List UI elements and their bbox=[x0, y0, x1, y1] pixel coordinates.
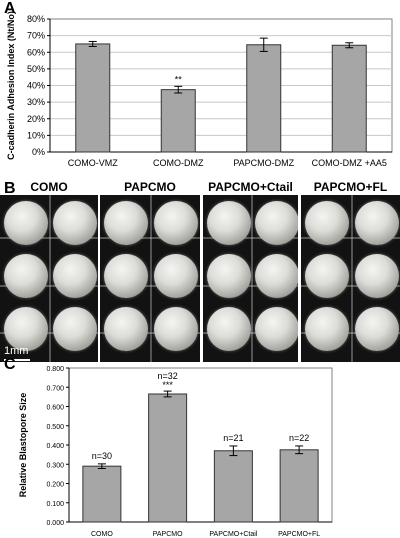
bar bbox=[148, 393, 188, 523]
blastopore-chart: 0.000 0.100 0.200 0.300 0.400 0.500 0.600 0.700… bbox=[18, 366, 333, 538]
embryo bbox=[354, 201, 399, 245]
x-tick-label: PAPCMO-DMZ bbox=[233, 158, 294, 168]
embryo-photo bbox=[301, 195, 400, 362]
mesh-line bbox=[150, 195, 152, 362]
embryo bbox=[305, 254, 349, 298]
y-tick-label: 80% bbox=[27, 14, 45, 24]
embryo bbox=[53, 254, 97, 298]
mesh-line bbox=[0, 332, 98, 334]
embryo bbox=[254, 254, 298, 298]
embryo bbox=[354, 254, 399, 298]
photo-title: PAPCMO bbox=[124, 180, 176, 194]
adhesion-chart: 0% 10% 20% 30% 40% 50% 60% 70% 80% C-cadherin Adh… bbox=[6, 11, 393, 168]
bar bbox=[279, 449, 319, 523]
embryo bbox=[254, 201, 298, 245]
y-tick-label: 0.100 bbox=[46, 501, 64, 508]
y-tick-label: 0.800 bbox=[46, 366, 64, 373]
x-tick-label: PAPCMO bbox=[153, 531, 183, 538]
y-tick-label: 60% bbox=[27, 47, 45, 57]
sample-size-label: n=32 bbox=[157, 371, 177, 381]
y-tick-label: 0.500 bbox=[46, 424, 64, 431]
panel-label-a: A bbox=[4, 0, 16, 17]
bar bbox=[82, 465, 122, 523]
embryo bbox=[4, 201, 48, 245]
bar bbox=[246, 44, 282, 153]
mesh-line bbox=[49, 195, 51, 362]
mesh-line bbox=[301, 285, 400, 287]
y-tick-label: 0.700 bbox=[46, 385, 64, 392]
significance-marker: *** bbox=[162, 380, 173, 390]
y-tick-label: 0.400 bbox=[46, 443, 64, 450]
mesh-line bbox=[350, 195, 353, 362]
scale-bar bbox=[4, 359, 30, 361]
bar bbox=[75, 43, 111, 153]
bar bbox=[331, 44, 367, 153]
y-tick-label: 10% bbox=[27, 130, 45, 140]
embryo bbox=[254, 307, 298, 351]
photo-title: PAPCMO+Ctail bbox=[208, 180, 293, 194]
embryo bbox=[207, 201, 251, 245]
bar bbox=[160, 89, 196, 153]
x-tick-label: COMO bbox=[91, 531, 113, 538]
embryo bbox=[104, 307, 148, 351]
x-tick-label: COMO-DMZ +AA5 bbox=[312, 158, 387, 168]
mesh-line bbox=[100, 237, 200, 239]
embryo bbox=[104, 254, 148, 298]
significance-marker: ** bbox=[175, 74, 183, 84]
mesh-line bbox=[100, 332, 200, 334]
mesh-line bbox=[301, 237, 400, 239]
mesh-line bbox=[301, 332, 400, 334]
embryo-photo-panel: COMO 1mm PAPCMO PAPCMO+Ctail PAPCMO+FL bbox=[0, 180, 400, 362]
y-tick-label: 20% bbox=[27, 114, 45, 124]
y-tick-label: 0.000 bbox=[46, 520, 64, 527]
y-axis-label: C-cadherin Adhesion Index (Nt/No) bbox=[6, 11, 16, 160]
x-tick-label: COMO-VMZ bbox=[68, 158, 118, 168]
mesh-line bbox=[0, 285, 98, 287]
y-tick-label: 70% bbox=[27, 31, 45, 41]
mesh-line bbox=[203, 237, 298, 239]
embryo bbox=[4, 307, 48, 351]
mesh-line bbox=[100, 285, 200, 287]
sample-size-label: n=30 bbox=[92, 451, 112, 461]
scale-bar-label: 1mm bbox=[4, 345, 29, 357]
x-tick-label: PAPCMO+Ctail bbox=[209, 531, 257, 538]
photo-title: PAPCMO+FL bbox=[313, 180, 388, 194]
embryo bbox=[154, 254, 198, 298]
y-tick-label: 0% bbox=[32, 147, 45, 157]
y-tick-label: 0.300 bbox=[46, 462, 64, 469]
embryo-photo: 1mm bbox=[0, 195, 98, 362]
sample-size-label: n=21 bbox=[223, 433, 243, 443]
bar bbox=[213, 450, 253, 523]
photo-title: COMO bbox=[30, 180, 68, 194]
y-tick-label: 40% bbox=[27, 81, 45, 91]
y-tick-label: 50% bbox=[27, 64, 45, 74]
y-axis-label: Relative Blastopore Size bbox=[18, 393, 28, 498]
panel-label-b: B bbox=[4, 180, 16, 197]
embryo bbox=[53, 201, 97, 245]
x-tick-label: PAPCMO+FL bbox=[278, 531, 320, 538]
embryo bbox=[154, 307, 198, 351]
embryo bbox=[154, 201, 198, 245]
mesh-line bbox=[250, 195, 253, 362]
mesh-line bbox=[0, 237, 98, 239]
embryo-photo bbox=[100, 195, 200, 362]
sample-size-label: n=22 bbox=[289, 433, 309, 443]
embryo bbox=[207, 254, 251, 298]
embryo bbox=[354, 307, 399, 351]
embryo bbox=[207, 307, 251, 351]
y-tick-label: 0.200 bbox=[46, 482, 64, 489]
y-tick-label: 30% bbox=[27, 97, 45, 107]
embryo-photo bbox=[203, 195, 298, 362]
y-tick-label: 0.600 bbox=[46, 405, 64, 412]
embryo bbox=[104, 201, 148, 245]
panel-label-c: C bbox=[4, 356, 16, 373]
embryo bbox=[305, 201, 349, 245]
embryo bbox=[305, 307, 349, 351]
embryo bbox=[53, 307, 97, 351]
mesh-line bbox=[203, 285, 298, 287]
embryo bbox=[4, 254, 48, 298]
x-tick-label: COMO-DMZ bbox=[153, 158, 204, 168]
